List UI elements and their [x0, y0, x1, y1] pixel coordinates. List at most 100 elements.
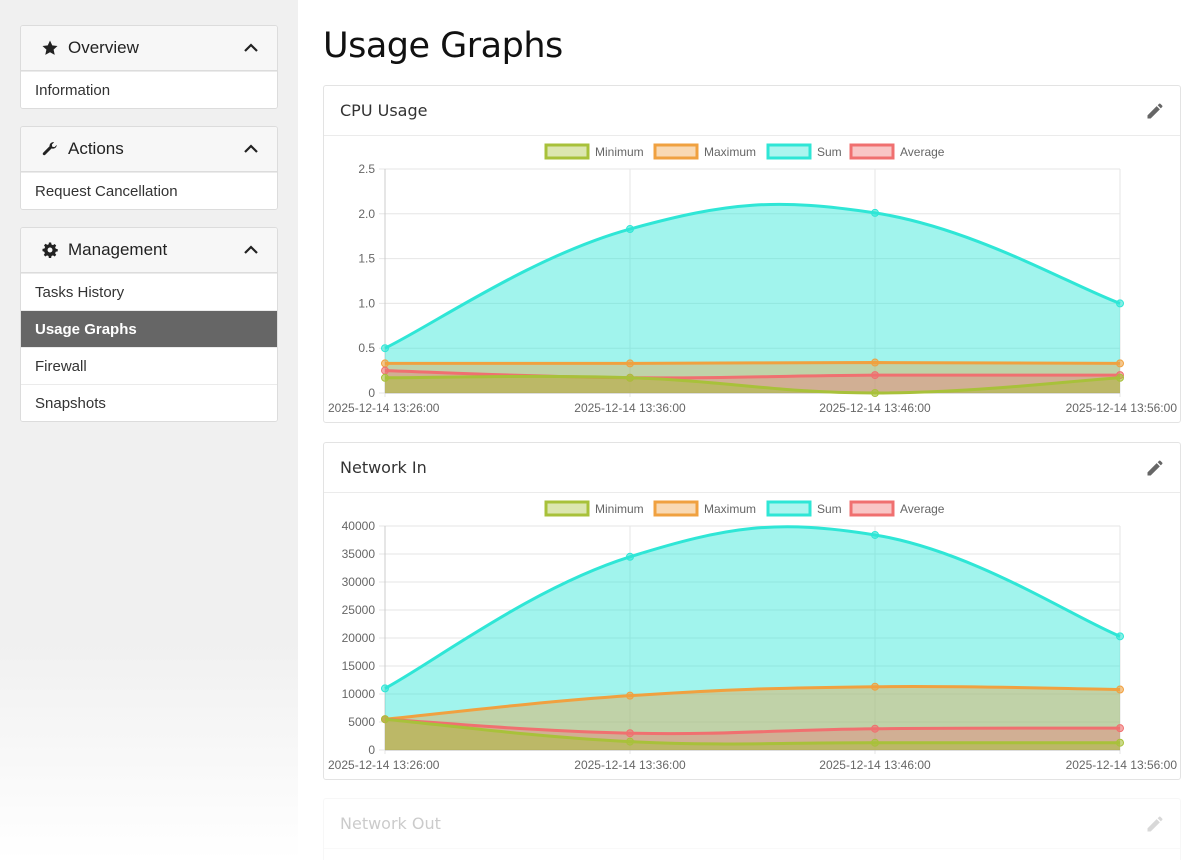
pencil-icon[interactable] — [1144, 813, 1166, 835]
data-point-average — [1116, 724, 1124, 733]
sidebar-item-firewall[interactable]: Firewall — [21, 347, 277, 384]
sidebar-item-usage-graphs[interactable]: Usage Graphs — [21, 310, 277, 347]
series-line-average — [384, 369, 1121, 380]
chevron-up-icon[interactable] — [243, 242, 259, 258]
y-tick-label: 1.5 — [358, 252, 375, 266]
series-line-sum — [384, 525, 1121, 690]
legend-swatch-sum — [766, 143, 812, 160]
management-panel-header[interactable]: Management — [21, 228, 277, 273]
y-tick-label: 1.0 — [358, 296, 375, 310]
sidebar: Overview Information Actions Request Can… — [0, 0, 298, 860]
overview-panel-header[interactable]: Overview — [21, 26, 277, 71]
legend-swatch-average — [849, 143, 895, 160]
x-tick-label: 2025-12-14 13:56:00 — [1066, 401, 1178, 415]
overview-panel: Overview Information — [20, 25, 278, 109]
wrench-icon — [40, 139, 60, 159]
x-tick-label: 2025-12-14 13:36:00 — [574, 401, 686, 415]
y-tick-label: 2.5 — [358, 162, 375, 176]
data-point-minimum — [381, 373, 389, 382]
y-tick-label: 0.5 — [358, 341, 375, 355]
network-out-card: Network Out — [323, 798, 1181, 860]
card-header: Network Out — [324, 799, 1180, 849]
cpu-usage-chart: Minimum Maximum Sum Average 0 0.5 1.0 1.5 2.0 2.5… — [328, 143, 1178, 415]
series-line-average — [384, 717, 1121, 736]
card-title: Network In — [340, 458, 427, 477]
panel-title: Overview — [68, 38, 139, 57]
legend-label-minimum: Minimum — [595, 502, 644, 516]
pencil-icon[interactable] — [1144, 100, 1166, 122]
y-tick-label: 5000 — [348, 715, 375, 729]
legend-label-maximum: Maximum — [704, 145, 756, 159]
card-header: Network In — [324, 443, 1180, 493]
star-icon — [40, 38, 60, 58]
series-line-minimum — [384, 717, 1121, 746]
data-point-average — [626, 729, 634, 738]
y-tick-label: 20000 — [342, 631, 376, 645]
legend-label-average: Average — [900, 502, 945, 516]
data-point-maximum — [381, 359, 389, 368]
actions-panel-header[interactable]: Actions — [21, 127, 277, 172]
y-tick-label: 0 — [368, 386, 375, 400]
series-area-minimum — [385, 376, 1120, 393]
sidebar-item-request-cancellation[interactable]: Request Cancellation — [21, 172, 277, 209]
data-point-average — [871, 724, 879, 733]
card-title: Network Out — [340, 814, 441, 833]
panel-title: Management — [68, 240, 168, 259]
data-point-sum — [381, 344, 389, 353]
data-point-minimum — [381, 715, 389, 724]
chevron-up-icon[interactable] — [243, 141, 259, 157]
card-header: CPU Usage — [324, 86, 1180, 136]
legend-swatch-minimum — [544, 500, 590, 517]
pencil-icon[interactable] — [1144, 457, 1166, 479]
legend-swatch-average — [849, 500, 895, 517]
y-tick-label: 25000 — [342, 603, 376, 617]
x-tick-label: 2025-12-14 13:56:00 — [1066, 758, 1178, 772]
management-panel: Management Tasks History Usage Graphs Fi… — [20, 227, 278, 422]
y-tick-label: 0 — [368, 743, 375, 757]
data-point-maximum — [871, 682, 879, 691]
legend-swatch-maximum — [653, 143, 699, 160]
x-tick-label: 2025-12-14 13:26:00 — [328, 401, 440, 415]
series-line-sum — [384, 202, 1121, 350]
y-tick-label: 2.0 — [358, 207, 375, 221]
card-title: CPU Usage — [340, 101, 428, 120]
chevron-up-icon[interactable] — [243, 40, 259, 56]
data-point-minimum — [871, 389, 879, 397]
x-tick-label: 2025-12-14 13:26:00 — [328, 758, 440, 772]
network-in-chart: Minimum Maximum Sum Average 0 5000 10000 15000 2… — [328, 500, 1178, 772]
data-point-sum — [626, 552, 634, 561]
sidebar-item-snapshots[interactable]: Snapshots — [21, 384, 277, 421]
y-tick-label: 15000 — [342, 659, 376, 673]
legend-swatch-sum — [766, 500, 812, 517]
data-point-maximum — [626, 359, 634, 368]
legend-label-sum: Sum — [817, 502, 842, 516]
y-tick-label: 10000 — [342, 687, 376, 701]
data-point-average — [871, 371, 879, 380]
legend-label-minimum: Minimum — [595, 145, 644, 159]
data-point-maximum — [626, 691, 634, 700]
data-point-minimum — [1116, 738, 1124, 747]
sidebar-item-tasks-history[interactable]: Tasks History — [21, 273, 277, 310]
data-point-maximum — [1116, 685, 1124, 694]
data-point-maximum — [1116, 359, 1124, 368]
series-line-maximum — [384, 684, 1121, 721]
data-point-minimum — [1116, 373, 1124, 382]
sidebar-item-information[interactable]: Information — [21, 71, 277, 108]
gear-icon — [40, 240, 60, 260]
y-tick-label: 30000 — [342, 575, 376, 589]
data-point-sum — [1116, 632, 1124, 641]
data-point-maximum — [871, 358, 879, 367]
data-point-sum — [381, 684, 389, 693]
legend-label-maximum: Maximum — [704, 502, 756, 516]
panel-title: Actions — [68, 139, 124, 158]
series-area-maximum — [385, 686, 1120, 750]
x-tick-label: 2025-12-14 13:46:00 — [819, 758, 931, 772]
series-area-minimum — [385, 719, 1120, 750]
data-point-minimum — [626, 737, 634, 746]
data-point-average — [381, 366, 389, 375]
legend-swatch-maximum — [653, 500, 699, 517]
data-point-sum — [871, 530, 879, 539]
network-in-card: Network In Minimum Maximum Sum Average 0 5000… — [323, 442, 1181, 780]
y-tick-label: 40000 — [342, 519, 376, 533]
y-tick-label: 35000 — [342, 547, 376, 561]
